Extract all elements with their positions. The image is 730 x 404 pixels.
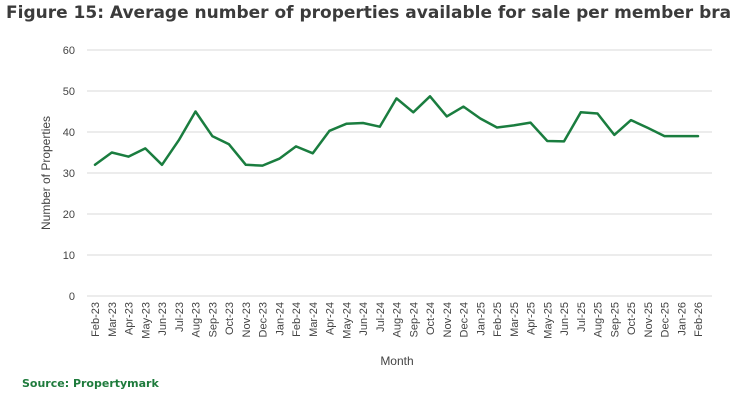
y-axis-label: Number of Properties — [39, 116, 53, 230]
x-tick-label: May-25 — [542, 302, 554, 339]
series-line — [93, 95, 700, 167]
x-tick-label: Oct-23 — [224, 302, 236, 335]
x-tick-label: Apr-25 — [526, 302, 538, 335]
x-tick-label: Sep-25 — [609, 302, 621, 337]
x-tick-label: Aug-25 — [593, 302, 605, 337]
x-tick-label: Oct-24 — [425, 302, 437, 335]
gridlines — [87, 49, 712, 297]
y-tick-label: 20 — [63, 209, 75, 221]
x-tick-label: Mar-23 — [107, 302, 119, 337]
line-chart: 0 10 20 30 40 50 60 Feb-23 Mar-23 Apr-23 May-23 Ju… — [39, 45, 712, 368]
x-tick-label: Feb-23 — [90, 302, 102, 337]
x-tick-label: Jan-25 — [475, 302, 487, 336]
x-tick-label: Sep-24 — [408, 302, 420, 337]
x-tick-label: Jun-25 — [559, 302, 571, 336]
x-tick-label: Jul-25 — [576, 302, 588, 332]
y-tick-label: 30 — [63, 168, 75, 180]
x-tick-label: Dec-23 — [258, 302, 270, 337]
x-tick-label: May-23 — [140, 302, 152, 339]
x-tick-label: Nov-24 — [442, 302, 454, 337]
x-tick-label: Dec-24 — [459, 302, 471, 337]
x-tick-label: Apr-24 — [325, 302, 337, 335]
x-tick-label: Dec-25 — [660, 302, 672, 337]
x-tick-label: Jul-23 — [174, 302, 186, 332]
y-tick-labels: 0 10 20 30 40 50 60 — [63, 45, 75, 303]
series-lines — [93, 95, 700, 167]
x-tick-label: Jun-23 — [157, 302, 169, 336]
y-tick-label: 10 — [63, 250, 75, 262]
x-tick-label: Feb-25 — [492, 302, 504, 337]
y-tick-label: 50 — [63, 86, 75, 98]
x-tick-label: Oct-25 — [626, 302, 638, 335]
x-tick-label: Jan-24 — [274, 302, 286, 336]
y-tick-label: 60 — [63, 45, 75, 57]
y-tick-label: 0 — [69, 291, 75, 303]
x-tick-label: Jul-24 — [375, 302, 387, 332]
x-tick-label: Feb-24 — [291, 302, 303, 337]
x-tick-label: Mar-25 — [509, 302, 521, 337]
x-tick-label: Aug-24 — [392, 302, 404, 337]
x-tick-label: Jun-24 — [358, 302, 370, 336]
x-tick-label: Mar-24 — [308, 302, 320, 337]
x-tick-label: Aug-23 — [191, 302, 203, 337]
y-tick-label: 40 — [63, 127, 75, 139]
x-tick-label: Jan-26 — [676, 302, 688, 336]
chart-title: Figure 15: Average number of properties … — [6, 3, 730, 23]
x-tick-label: Sep-23 — [207, 302, 219, 337]
x-tick-label: Nov-23 — [241, 302, 253, 337]
x-tick-labels: Feb-23 Mar-23 Apr-23 May-23 Jun-23 Jul-23 Aug-… — [90, 302, 705, 339]
source-note: Source: Propertymark — [22, 377, 159, 390]
x-tick-label: Apr-23 — [124, 302, 136, 335]
x-tick-label: Nov-25 — [643, 302, 655, 337]
x-axis-label: Month — [380, 354, 413, 368]
x-tick-label: May-24 — [341, 302, 353, 339]
x-tick-label: Feb-26 — [693, 302, 705, 337]
